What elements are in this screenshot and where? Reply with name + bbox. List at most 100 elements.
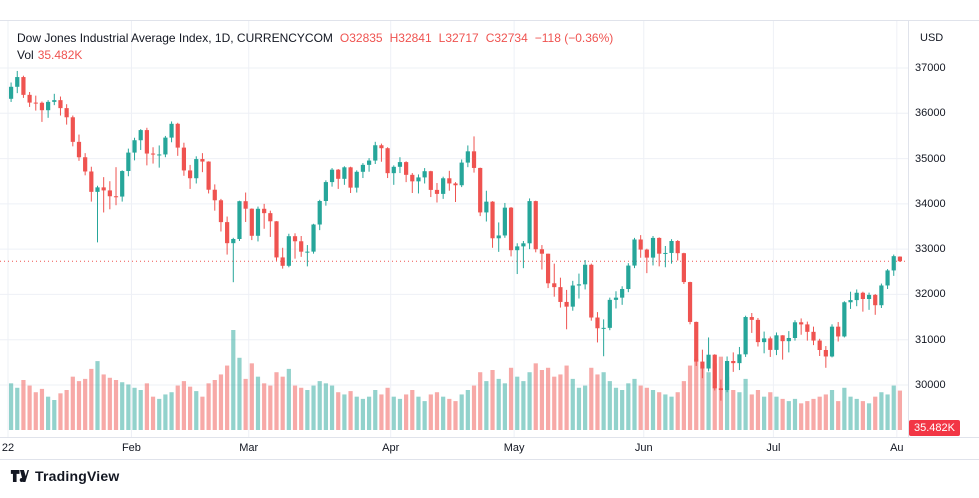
candle-body <box>484 201 489 213</box>
volume-bar <box>21 380 26 430</box>
widget-top-border <box>0 20 979 21</box>
time-axis-label: May <box>503 442 525 454</box>
volume-bar <box>681 381 686 430</box>
candle-body <box>755 319 761 343</box>
candle-body <box>811 331 816 341</box>
candle-body <box>391 166 396 174</box>
candle-body <box>663 252 668 254</box>
volume-bar <box>897 390 903 430</box>
volume-bar <box>762 396 767 430</box>
symbol-legend[interactable]: Dow Jones Industrial Average Index, 1D, … <box>17 31 613 45</box>
volume-bar <box>342 394 347 430</box>
candle-body <box>274 221 279 258</box>
candle-body <box>601 327 606 329</box>
candle-body <box>669 240 674 253</box>
candle-body <box>620 288 625 298</box>
candle-body <box>212 189 217 201</box>
volume-bar <box>70 376 75 430</box>
candle-body <box>46 101 51 111</box>
volume-bar <box>348 391 353 430</box>
volume-bar <box>879 392 884 430</box>
volume-bar <box>663 394 668 430</box>
candle-body <box>545 253 551 284</box>
candle-body <box>299 241 304 252</box>
volume-bar <box>373 390 378 430</box>
candle-body <box>564 301 569 307</box>
volume-bar <box>626 383 631 430</box>
volume-bar <box>576 387 582 430</box>
candle-body <box>317 201 322 225</box>
candle-body <box>416 177 421 182</box>
candle-body <box>490 201 495 239</box>
candle-body <box>187 170 193 179</box>
candle-body <box>792 322 798 338</box>
volume-bar <box>632 378 637 430</box>
volume-bar <box>237 357 242 430</box>
volume-bar <box>268 385 273 430</box>
candle-body <box>706 354 711 369</box>
candle-body <box>558 287 563 302</box>
volume-bar <box>39 388 45 430</box>
candle-body <box>737 354 742 364</box>
candle-body <box>95 187 100 192</box>
candle-body <box>749 317 754 320</box>
candle-body <box>410 174 415 182</box>
volume-bar <box>132 387 137 430</box>
volume-bar <box>545 367 551 430</box>
volume-bar <box>385 387 390 430</box>
candle-body <box>354 171 359 188</box>
volume-bar <box>274 372 279 430</box>
volume-bar <box>638 385 643 430</box>
volume-bar <box>650 390 656 430</box>
volume-bar <box>675 392 680 430</box>
candle-body <box>237 201 242 239</box>
volume-bar <box>317 381 322 430</box>
volume-legend[interactable]: Vol 35.482K <box>17 48 82 62</box>
volume-bar <box>657 392 662 430</box>
price-axis[interactable]: 37000 36000 35000 34000 33000 32000 31000 30000 <box>908 20 979 437</box>
time-axis-border <box>0 437 979 438</box>
volume-bar <box>126 384 131 430</box>
volume-bar <box>422 401 427 430</box>
candle-body <box>163 137 168 155</box>
time-axis-label: Feb <box>121 442 141 454</box>
candle-body <box>478 167 483 213</box>
volume-value: 35.482K <box>37 48 83 62</box>
volume-bar <box>299 387 304 430</box>
volume-bar <box>731 390 736 430</box>
candle-body <box>644 249 649 258</box>
candle-body <box>854 292 859 301</box>
volume-bar <box>866 403 872 430</box>
volume-bar <box>416 396 421 430</box>
candle-body <box>836 326 841 337</box>
volume-bar <box>434 392 440 430</box>
candle-body <box>805 324 810 332</box>
candle-body <box>64 108 69 118</box>
candle-body <box>521 243 526 247</box>
candle-body <box>700 361 705 369</box>
candle-body <box>502 207 507 236</box>
candle-body <box>280 257 285 266</box>
candle-body <box>632 239 637 266</box>
candle-body <box>175 123 180 148</box>
volume-bar <box>515 376 520 430</box>
candle-body <box>583 264 588 285</box>
volume-bar <box>329 385 335 430</box>
volume-bar <box>829 390 835 430</box>
volume-bar <box>490 370 495 430</box>
candle-body <box>342 167 347 179</box>
candle-body <box>366 160 372 165</box>
tradingview-logo-icon <box>10 469 29 483</box>
volume-bar <box>8 383 14 430</box>
candle-body <box>8 86 14 99</box>
candle-body <box>570 285 575 307</box>
tradingview-logo[interactable]: TradingView <box>10 468 119 484</box>
volume-bar <box>842 387 847 430</box>
time-axis[interactable]: 22 Feb Mar Apr May Jun Jul Au <box>0 438 908 459</box>
volume-bar <box>687 365 693 430</box>
ohlc-open: O32835 <box>339 31 383 45</box>
candle-body <box>675 240 680 254</box>
candle-body <box>169 123 174 138</box>
price-axis-label: 37000 <box>915 62 946 74</box>
